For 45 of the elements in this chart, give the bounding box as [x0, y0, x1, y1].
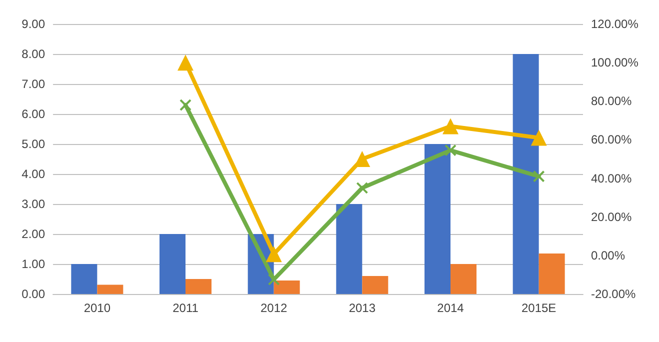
- point: [444, 144, 456, 156]
- bar: [71, 264, 98, 294]
- x-tick-label: 2014: [437, 301, 464, 315]
- y2-tick-label: 0.00%: [591, 248, 626, 262]
- bar: [336, 204, 362, 294]
- bar: [160, 234, 186, 294]
- bar: [512, 54, 539, 294]
- point: [530, 130, 547, 146]
- point: [354, 151, 370, 167]
- y-tick-label: 7.00: [22, 77, 46, 91]
- bar: [186, 279, 212, 294]
- point: [442, 118, 458, 134]
- point: [178, 54, 194, 71]
- y-tick-label: 1.00: [22, 257, 46, 271]
- y2-tick-label: 120.00%: [591, 17, 639, 31]
- bar: [424, 144, 450, 294]
- x-tick-label: 2011: [172, 301, 199, 315]
- y2-tick-label: 100.00%: [591, 56, 639, 70]
- bar: [538, 254, 565, 294]
- y-tick-label: 5.00: [22, 137, 46, 151]
- y2-tick-label: -20.00%: [591, 287, 636, 301]
- bar: [362, 276, 388, 294]
- point: [356, 182, 368, 194]
- bar: [97, 284, 124, 294]
- y-tick-label: 3.00: [22, 197, 46, 211]
- y-tick-label: 4.00: [22, 167, 46, 181]
- point: [180, 99, 192, 111]
- y-tick-label: 6.00: [22, 107, 46, 121]
- x-tick-label: 2013: [348, 301, 376, 315]
- x-tick-label: 2015E: [521, 301, 556, 315]
- bar: [450, 264, 476, 294]
- y2-tick-label: 40.00%: [591, 171, 632, 186]
- y-tick-label: 0.00: [22, 287, 46, 301]
- y-tick-label: 9.00: [22, 17, 46, 31]
- x-tick-label: 2010: [84, 301, 111, 315]
- point: [266, 246, 282, 262]
- y2-tick-label: 80.00%: [591, 94, 632, 108]
- y2-tick-label: 20.00%: [591, 210, 632, 224]
- point: [268, 274, 280, 286]
- y-tick-label: 8.00: [22, 47, 46, 61]
- x-tick-label: 2012: [260, 301, 288, 315]
- point: [532, 170, 545, 182]
- bar: [274, 280, 300, 294]
- y2-tick-label: 60.00%: [591, 132, 632, 147]
- y-tick-label: 2.00: [22, 227, 46, 241]
